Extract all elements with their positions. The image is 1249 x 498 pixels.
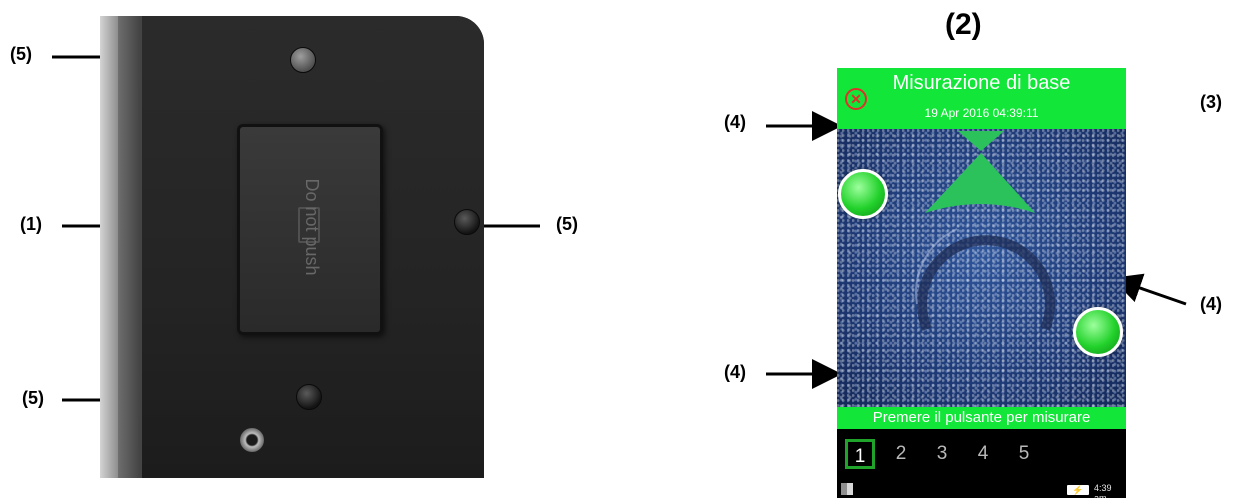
screw-top: [290, 47, 316, 73]
step-5[interactable]: 5: [1018, 443, 1030, 464]
callout-dot-bottom-left-label: (4): [724, 362, 746, 382]
screw-right: [454, 209, 480, 235]
alignment-ring: [917, 235, 1055, 331]
indicator-notch: [958, 131, 1004, 151]
step-2[interactable]: 2: [895, 443, 907, 464]
battery-icon: ⚡: [1067, 485, 1089, 495]
device-port: [240, 428, 264, 452]
callout-dot-right-label: (4): [1200, 294, 1222, 314]
figure-title: (2): [945, 8, 982, 41]
indicator-arrow: [925, 153, 1035, 213]
screw-bottom: [296, 384, 322, 410]
screen-header: ✕ Misurazione di base 19 Apr 2016 04:39:…: [837, 68, 1126, 129]
callout-top-screw-label: (5): [10, 44, 32, 64]
screen-title: Misurazione di base: [892, 72, 1071, 94]
callout-bottom-screw-label: (5): [22, 388, 44, 408]
cover-label: Do not push: [302, 178, 322, 276]
callout-cover-label: (1): [20, 214, 42, 234]
step-4[interactable]: 4: [977, 443, 989, 464]
callout-dot-top-left-label: (4): [724, 112, 746, 132]
status-clock: 4:39 am: [1094, 483, 1112, 498]
screen-datetime: 19 Apr 2016 04:39:11: [924, 106, 1039, 120]
alignment-ring-highlight: [915, 228, 958, 305]
measurement-screen: ✕ Misurazione di base 19 Apr 2016 04:39:…: [837, 68, 1126, 498]
alignment-guide: [915, 131, 1055, 331]
callout-indicator-label: (3): [1200, 92, 1222, 112]
device-edge: [100, 16, 118, 478]
close-icon[interactable]: ✕: [845, 88, 867, 110]
battery-cover: Do not push: [237, 124, 383, 335]
step-3[interactable]: 3: [936, 443, 948, 464]
step-bar: 1 2 3 4 5 ⚡ 4:39 am: [837, 429, 1126, 498]
arrow-dot-right: [1111, 273, 1187, 306]
step-1[interactable]: 1: [845, 439, 875, 469]
grid-icon[interactable]: [841, 483, 853, 495]
alignment-dot-right: [1073, 307, 1123, 357]
alignment-dot-top-left: [838, 169, 888, 219]
camera-view: [837, 129, 1126, 467]
device-face: Do not push: [140, 16, 484, 478]
device-back-panel: Do not push: [100, 16, 484, 478]
callout-right-screw-label: (5): [556, 214, 578, 234]
cover-slot: [298, 207, 320, 243]
measure-hint: Premere il pulsante per misurare: [837, 407, 1126, 429]
